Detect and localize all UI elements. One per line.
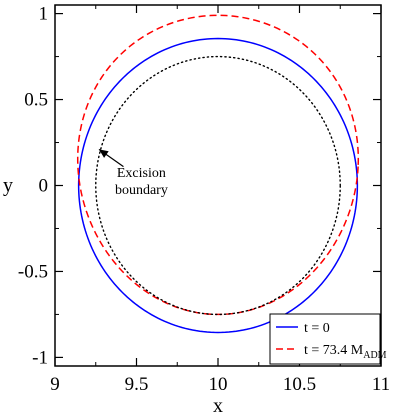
series-t-0-line: [77, 37, 359, 334]
y-tick-label: 1: [39, 4, 49, 25]
annotation-arrowhead: [99, 149, 109, 158]
y-tick-label: -1: [32, 347, 48, 368]
plot-area: [76, 14, 360, 334]
y-tick-label: 0: [39, 176, 49, 197]
annotation-text: boundary: [115, 183, 168, 198]
series-excision-boundary-line: [95, 55, 341, 316]
x-tick-label: 11: [372, 374, 390, 395]
legend-box: [269, 313, 381, 365]
legend: t = 0t = 73.4 MADM: [269, 313, 387, 365]
x-tick-label: 10.5: [283, 374, 316, 395]
legend-label-subscript: ADM: [363, 350, 386, 361]
y-axis-label: y: [3, 175, 13, 197]
axis-ticks: 9 9.5 10 10.5 11 -1 -0.5 0 0.5 1: [18, 4, 390, 395]
plot-frame: [54, 4, 382, 367]
excision-annotation: Excision boundary: [98, 148, 168, 198]
series-t-73-4-m-adm-line: [76, 14, 360, 316]
x-tick-label: 10: [209, 374, 228, 395]
x-tick-label: 9.5: [125, 374, 149, 395]
annotation-text: Excision: [117, 166, 166, 181]
x-axis-label: x: [213, 395, 223, 417]
y-tick-label: 0.5: [24, 90, 48, 111]
x-tick-label: 9: [50, 374, 60, 395]
y-tick-label: -0.5: [18, 261, 48, 282]
legend-label: t = 0: [304, 321, 330, 336]
